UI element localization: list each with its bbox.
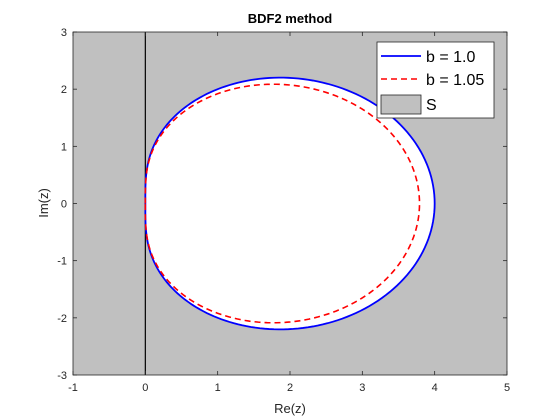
y-tick-label: -1 [57, 256, 67, 268]
legend-label-b-1-0: b = 1.0 [426, 49, 475, 66]
x-axis-label: Re(z) [274, 401, 306, 416]
y-axis-ticks: -3 -2 -1 0 1 2 3 [57, 27, 507, 382]
y-tick-label: -3 [57, 370, 67, 382]
x-tick-label: 2 [287, 382, 293, 394]
y-tick-label: 2 [61, 84, 67, 96]
legend-swatch-s [380, 94, 422, 115]
y-tick-label: 1 [61, 141, 67, 153]
legend-label-s: S [426, 97, 437, 114]
x-tick-label: 5 [504, 382, 510, 394]
y-tick-label: 0 [61, 199, 67, 211]
x-tick-label: 1 [215, 382, 221, 394]
legend: b = 1.0 b = 1.05 S [376, 41, 495, 119]
x-tick-label: -1 [68, 382, 78, 394]
series-line-b-1-0 [144, 76, 436, 331]
y-tick-label: 3 [61, 27, 67, 39]
unstable-region-interior [145, 77, 435, 330]
y-axis-label: Im(z) [36, 188, 51, 218]
x-tick-label: 3 [359, 382, 365, 394]
chart-title: BDF2 method [248, 11, 333, 26]
legend-label-b-1-05: b = 1.05 [426, 72, 484, 89]
x-tick-label: 0 [142, 382, 148, 394]
series-line-b-1-05 [144, 83, 421, 324]
x-axis-ticks: -1 0 1 2 3 4 5 [68, 32, 510, 394]
y-tick-label: -2 [57, 313, 67, 325]
x-tick-label: 4 [432, 382, 438, 394]
